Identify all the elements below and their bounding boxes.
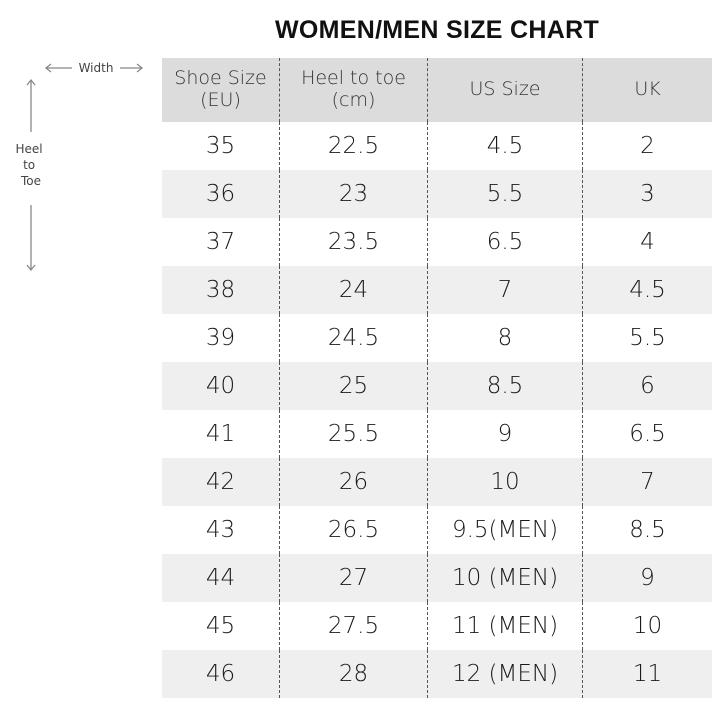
table-row: 42 26 10 7 bbox=[162, 458, 712, 506]
cell-eu: 43 bbox=[162, 506, 280, 554]
cell-uk: 5.5 bbox=[629, 324, 666, 351]
cell-heel-to-toe: 25 bbox=[280, 362, 428, 410]
heel-to-toe-arrow-icon bbox=[26, 78, 36, 272]
cell-heel-to-toe: 26 bbox=[280, 458, 428, 506]
header-eu: Shoe Size (EU) bbox=[162, 58, 280, 122]
label-line: Toe bbox=[20, 174, 41, 188]
cell-eu: 46 bbox=[162, 650, 280, 698]
label-line: to bbox=[23, 158, 35, 172]
cell-us: 7 bbox=[428, 266, 583, 314]
label-line: Heel bbox=[16, 142, 43, 156]
cell-eu: 42 bbox=[162, 458, 280, 506]
cell-eu: 38 bbox=[162, 266, 280, 314]
cell-us: 8 bbox=[428, 314, 583, 362]
cell-heel-to-toe: 24 bbox=[280, 266, 428, 314]
cell-uk: 10 bbox=[632, 612, 663, 639]
cell-eu: 41 bbox=[162, 410, 280, 458]
cell-heel-to-toe: 26.5 bbox=[280, 506, 428, 554]
table-row: 35 22.5 4.5 2 bbox=[162, 122, 712, 170]
cell-eu: 39 bbox=[162, 314, 280, 362]
chart-title: WOMEN/MEN SIZE CHART bbox=[274, 16, 600, 44]
cell-uk: 7 bbox=[640, 468, 655, 495]
header-text: Heel to toe (cm) bbox=[301, 67, 406, 112]
table-row: 46 28 12 (MEN) 11 bbox=[162, 650, 712, 698]
header-heel-to-toe: Heel to toe (cm) bbox=[280, 58, 428, 122]
cell-uk: 4.5 bbox=[629, 276, 666, 303]
cell-us: 5.5 bbox=[428, 170, 583, 218]
cell-heel-to-toe: 28 bbox=[280, 650, 428, 698]
cell-heel-to-toe: 22.5 bbox=[280, 122, 428, 170]
table-row: 44 27 10 (MEN) 9 bbox=[162, 554, 712, 602]
cell-eu: 36 bbox=[162, 170, 280, 218]
cell-heel-to-toe: 23.5 bbox=[280, 218, 428, 266]
cell-us: 6.5 bbox=[428, 218, 583, 266]
cell-uk: 11 bbox=[632, 660, 663, 687]
cell-heel-to-toe: 27.5 bbox=[280, 602, 428, 650]
cell-us: 4.5 bbox=[428, 122, 583, 170]
cell-heel-to-toe: 25.5 bbox=[280, 410, 428, 458]
cell-heel-to-toe: 23 bbox=[280, 170, 428, 218]
cell-us: 12 (MEN) bbox=[428, 650, 583, 698]
cell-us: 10 bbox=[428, 458, 583, 506]
cell-eu: 37 bbox=[162, 218, 280, 266]
cell-eu: 40 bbox=[162, 362, 280, 410]
cell-us: 10 (MEN) bbox=[428, 554, 583, 602]
cell-uk: 9 bbox=[640, 564, 655, 591]
cell-uk: 6.5 bbox=[629, 420, 666, 447]
heel-to-toe-label: Heel to Toe bbox=[16, 142, 47, 188]
cell-uk: 2 bbox=[640, 132, 655, 159]
table-row: 38 24 7 4.5 bbox=[162, 266, 712, 314]
table-header-row: Shoe Size (EU) Heel to toe (cm) US Size UK bbox=[162, 58, 712, 122]
table-row: 41 25.5 9 6.5 bbox=[162, 410, 712, 458]
header-line: (EU) bbox=[200, 89, 241, 111]
header-us: US Size bbox=[428, 58, 583, 122]
cell-eu: 45 bbox=[162, 602, 280, 650]
cell-heel-to-toe: 27 bbox=[280, 554, 428, 602]
cell-us: 11 (MEN) bbox=[428, 602, 583, 650]
cell-uk: 3 bbox=[640, 180, 655, 207]
size-table: Shoe Size (EU) Heel to toe (cm) US Size UK… bbox=[162, 58, 712, 698]
table-row: 43 26.5 9.5(MEN) 8.5 bbox=[162, 506, 712, 554]
cell-uk: 8.5 bbox=[629, 516, 666, 543]
width-arrow-icon bbox=[44, 63, 144, 73]
table-row: 40 25 8.5 6 bbox=[162, 362, 712, 410]
header-uk: UK bbox=[634, 78, 661, 101]
cell-uk: 4 bbox=[640, 228, 655, 255]
table-row: 45 27.5 11 (MEN) 10 bbox=[162, 602, 712, 650]
cell-eu: 44 bbox=[162, 554, 280, 602]
cell-heel-to-toe: 24.5 bbox=[280, 314, 428, 362]
header-text: Shoe Size (EU) bbox=[174, 67, 267, 112]
header-line: Heel to toe bbox=[301, 67, 406, 90]
header-line: Shoe Size bbox=[174, 67, 267, 90]
table-body: 35 22.5 4.5 2 36 23 5.5 3 37 23.5 6.5 4 38 24 7 4.5 39 24… bbox=[162, 122, 712, 698]
table-row: 39 24.5 8 5.5 bbox=[162, 314, 712, 362]
cell-uk: 6 bbox=[640, 372, 655, 399]
foot-diagram: Width Heel to Toe bbox=[16, 61, 144, 272]
width-label: Width bbox=[79, 61, 114, 75]
cell-eu: 35 bbox=[162, 122, 280, 170]
cell-us: 9 bbox=[428, 410, 583, 458]
table-row: 37 23.5 6.5 4 bbox=[162, 218, 712, 266]
cell-us: 9.5(MEN) bbox=[428, 506, 583, 554]
cell-us: 8.5 bbox=[428, 362, 583, 410]
header-line: (cm) bbox=[331, 89, 376, 111]
table-row: 36 23 5.5 3 bbox=[162, 170, 712, 218]
